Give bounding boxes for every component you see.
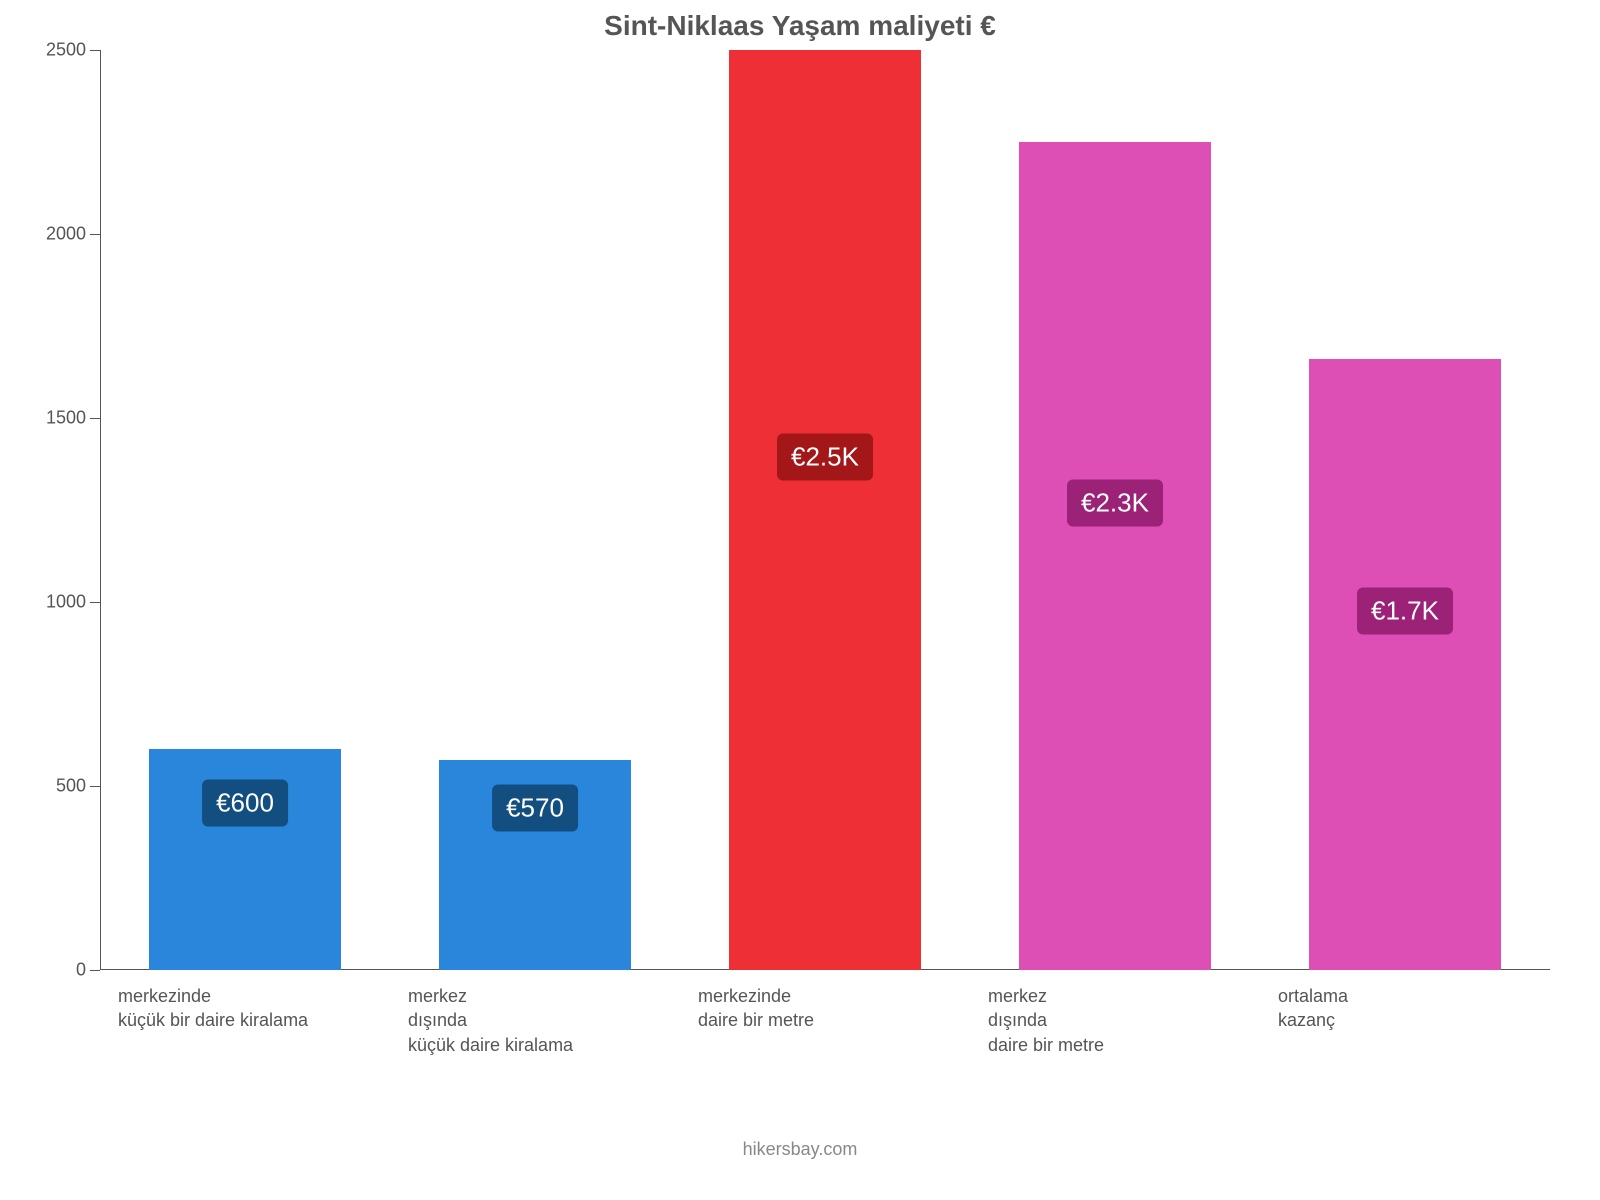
- x-axis-label: merkezdışındadaire bir metre: [970, 970, 1260, 1057]
- bar-value-label: €570: [492, 785, 578, 832]
- bar-slot: €600: [100, 50, 390, 970]
- bar-value-label: €600: [202, 779, 288, 826]
- bar-value-label: €2.5K: [777, 433, 873, 480]
- bar: €2.3K: [1019, 142, 1210, 970]
- chart-title: Sint-Niklaas Yaşam maliyeti €: [30, 10, 1570, 42]
- plot-area: 05001000150020002500 €600€570€2.5K€2.3K€…: [100, 50, 1550, 970]
- bar: €600: [149, 749, 340, 970]
- x-axis-label: merkezdışındaküçük daire kiralama: [390, 970, 680, 1057]
- bar-slot: €2.3K: [970, 50, 1260, 970]
- x-axis-labels: merkezindeküçük bir daire kiralamamerkez…: [100, 970, 1550, 1057]
- chart-footer: hikersbay.com: [0, 1139, 1600, 1160]
- plot-inner: 05001000150020002500 €600€570€2.5K€2.3K€…: [100, 50, 1550, 970]
- bar: €570: [439, 760, 630, 970]
- x-axis-label: ortalamakazanç: [1260, 970, 1550, 1057]
- bar-slot: €1.7K: [1260, 50, 1550, 970]
- bar-slot: €570: [390, 50, 680, 970]
- bars-container: €600 €570 €2.5K €2.3K €1.7K: [100, 50, 1550, 970]
- bar-value-label: €2.3K: [1067, 479, 1163, 526]
- x-axis-label: merkezindedaire bir metre: [680, 970, 970, 1057]
- y-tick-label: 2500: [46, 40, 100, 61]
- bar-value-label: €1.7K: [1357, 588, 1453, 635]
- bar: €1.7K: [1309, 359, 1500, 970]
- cost-of-living-chart: Sint-Niklaas Yaşam maliyeti € 0 500 1000 15…: [0, 0, 1600, 1200]
- y-tick-label: 1000: [46, 592, 100, 613]
- y-tick-label: 1500: [46, 408, 100, 429]
- y-tick-label: 0: [76, 960, 100, 981]
- bar-slot: €2.5K: [680, 50, 970, 970]
- y-tick-label: 500: [56, 776, 100, 797]
- y-tick-label: 2000: [46, 224, 100, 245]
- bar: €2.5K: [729, 50, 920, 970]
- x-axis-label: merkezindeküçük bir daire kiralama: [100, 970, 390, 1057]
